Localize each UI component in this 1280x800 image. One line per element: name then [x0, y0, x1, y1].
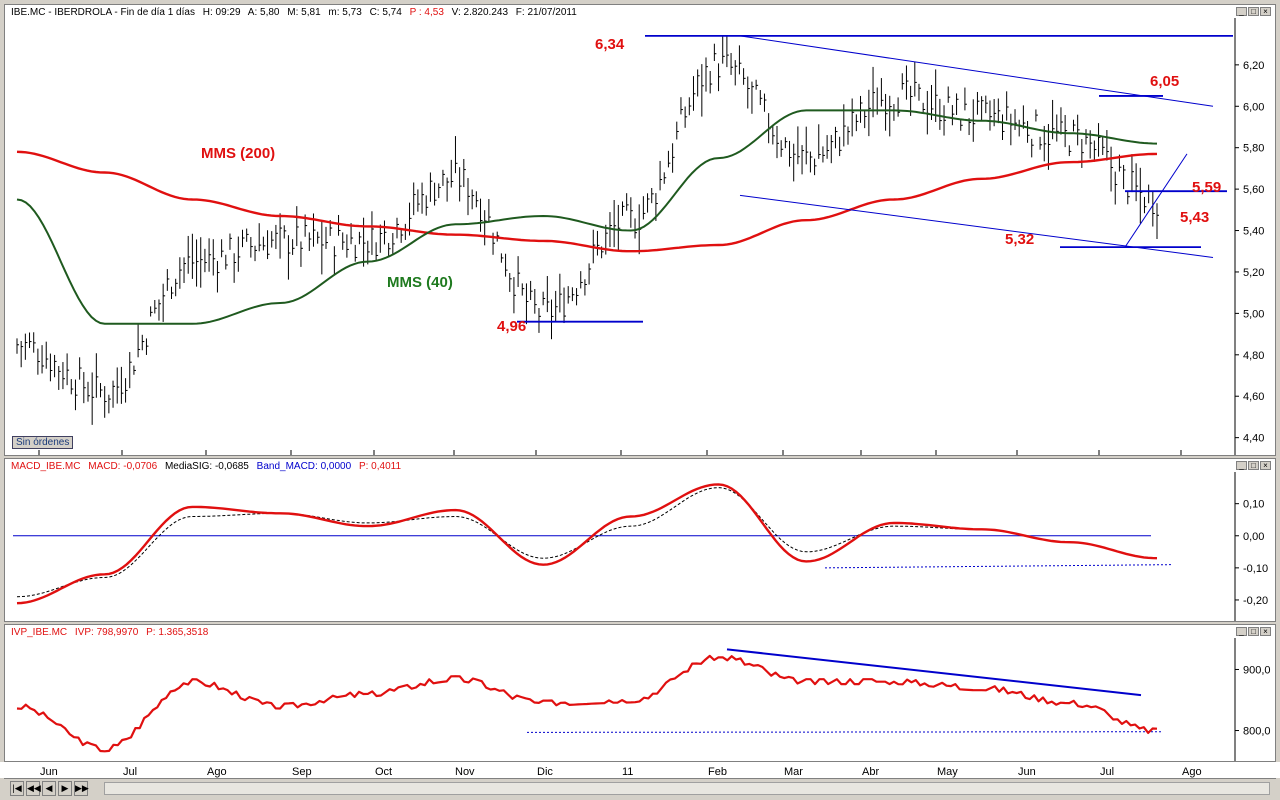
- minimize-icon[interactable]: _: [1236, 7, 1247, 16]
- navigation-bar: |◀ ◀◀ ◀ ▶ ▶▶: [4, 778, 1276, 799]
- max-label: M: 5,81: [287, 7, 321, 18]
- macd-name-label: MACD_IBE.MC: [11, 461, 81, 472]
- channel-lower-line: [739, 194, 1214, 258]
- y-tick-label: 5,80: [1243, 143, 1264, 155]
- y-tick-label: 6,00: [1243, 101, 1264, 113]
- macd-panel-controls: _ □ ×: [1236, 461, 1271, 470]
- band-value-label: Band_MACD: 0,0000: [256, 461, 352, 472]
- first-icon[interactable]: |◀: [10, 781, 24, 796]
- x-tick-label: Feb: [708, 766, 727, 778]
- y-tick-label: 6,20: [1243, 60, 1264, 72]
- y-tick-label: 800,0: [1243, 726, 1271, 738]
- close-label: C: 5,74: [369, 7, 402, 18]
- x-tick-label: Abr: [862, 766, 879, 778]
- x-tick-label: Jun: [40, 766, 58, 778]
- x-tick-label: Oct: [375, 766, 392, 778]
- y-tick-label: 900,0: [1243, 664, 1271, 676]
- mms200-line: [16, 150, 1158, 253]
- price-panel-controls: _ □ ×: [1236, 7, 1271, 16]
- x-tick-label: Ago: [1182, 766, 1202, 778]
- price-panel[interactable]: IBE.MC - IBERDROLA - Fin de día 1 días H…: [4, 4, 1276, 456]
- x-tick-label: Dic: [537, 766, 553, 778]
- ivp-downtrend-line: [726, 648, 1142, 697]
- label-543: 5,43: [1180, 209, 1209, 226]
- time-label: H: 09:29: [202, 7, 241, 18]
- y-tick-label: 4,40: [1243, 433, 1264, 445]
- maximize-icon[interactable]: □: [1248, 627, 1259, 636]
- x-tick-label: 11: [622, 766, 633, 778]
- x-tick-label: Jun: [1018, 766, 1036, 778]
- ivp-panel-title: IVP_IBE.MC IVP: 798,9970 P: 1.365,3518: [11, 627, 213, 638]
- channel-upper-line: [739, 35, 1214, 107]
- macd-chart: 0,10 0,00 -0,10 -0,20: [13, 472, 1268, 621]
- maximize-icon[interactable]: □: [1248, 461, 1259, 470]
- x-tick-label: Jul: [123, 766, 137, 778]
- price-chart: 6,20 6,00 5,80 5,60 5,40 5,20 5,00 4,80 4,60 4,40…: [16, 18, 1264, 455]
- x-tick-label: Nov: [455, 766, 475, 778]
- ivp-chart: 900,0 800,0: [16, 638, 1271, 761]
- ivp-percent-label: P: 1.365,3518: [146, 627, 209, 638]
- x-tick-label: Sep: [292, 766, 312, 778]
- macd-support-line: [824, 564, 1172, 569]
- y-tick-label: 5,00: [1243, 308, 1264, 320]
- percent-label: P : 4,53: [409, 7, 444, 18]
- minimize-icon[interactable]: _: [1236, 461, 1247, 470]
- horizontal-scrollbar[interactable]: [104, 782, 1270, 795]
- y-tick-label: 5,40: [1243, 226, 1264, 238]
- minimize-icon[interactable]: _: [1236, 627, 1247, 636]
- ivp-name-label: IVP_IBE.MC: [11, 627, 68, 638]
- macd-percent-label: P: 0,4011: [358, 461, 402, 472]
- sin-ordenes-button[interactable]: Sin órdenes: [12, 436, 74, 449]
- mms40-line: [16, 109, 1158, 325]
- ivp-value-label: IVP: 798,9970: [74, 627, 139, 638]
- ivp-panel-controls: _ □ ×: [1236, 627, 1271, 636]
- label-532: 5,32: [1005, 231, 1034, 248]
- y-tick-label: -0,10: [1243, 563, 1268, 575]
- signal-value-label: MediaSIG: -0,0685: [164, 461, 249, 472]
- y-tick-label: -0,20: [1243, 595, 1268, 607]
- price-panel-title: IBE.MC - IBERDROLA - Fin de día 1 días H…: [11, 7, 582, 18]
- macd-line: [16, 483, 1158, 605]
- close-icon[interactable]: ×: [1260, 7, 1271, 16]
- label-496: 4,96: [497, 318, 526, 335]
- y-tick-label: 4,60: [1243, 391, 1264, 403]
- x-tick-label: Mar: [784, 766, 803, 778]
- macd-panel-title: MACD_IBE.MC MACD: -0,0706 MediaSIG: -0,0…: [11, 461, 406, 472]
- macd-value-label: MACD: -0,0706: [88, 461, 158, 472]
- support-up-line: [1124, 153, 1188, 248]
- mms200-label: MMS (200): [201, 145, 275, 162]
- symbol-label: IBE.MC - IBERDROLA - Fin de día 1 días: [11, 7, 195, 18]
- y-tick-label: 5,60: [1243, 184, 1264, 196]
- date-label: F: 21/07/2011: [515, 7, 577, 18]
- y-tick-label: 0,10: [1243, 499, 1264, 511]
- ivp-support-line: [526, 731, 1162, 733]
- label-605: 6,05: [1150, 73, 1179, 90]
- y-tick-label: 4,80: [1243, 350, 1264, 362]
- mms40-label: MMS (40): [387, 274, 453, 291]
- next-page-icon[interactable]: ▶▶: [74, 781, 89, 796]
- close-icon[interactable]: ×: [1260, 461, 1271, 470]
- min-label: m: 5,73: [328, 7, 362, 18]
- x-tick-label: Ago: [207, 766, 227, 778]
- prev-icon[interactable]: ◀: [42, 781, 56, 796]
- x-axis: Jun Jul Ago Sep Oct Nov Dic 11 Feb Mar Abr May Jun Ju…: [0, 762, 1280, 778]
- y-tick-label: 5,20: [1243, 267, 1264, 279]
- prev-page-icon[interactable]: ◀◀: [26, 781, 41, 796]
- y-tick-label: 0,00: [1243, 531, 1264, 543]
- ivp-line: [16, 654, 1158, 753]
- volume-label: V: 2.820.243: [451, 7, 509, 18]
- maximize-icon[interactable]: □: [1248, 7, 1259, 16]
- label-559: 5,59: [1192, 179, 1221, 196]
- next-icon[interactable]: ▶: [58, 781, 72, 796]
- close-icon[interactable]: ×: [1260, 627, 1271, 636]
- ivp-panel[interactable]: IVP_IBE.MC IVP: 798,9970 P: 1.365,3518 _…: [4, 624, 1276, 762]
- label-634: 6,34: [595, 36, 625, 53]
- macd-panel[interactable]: MACD_IBE.MC MACD: -0,0706 MediaSIG: -0,0…: [4, 458, 1276, 622]
- x-tick-label: May: [937, 766, 958, 778]
- x-tick-label: Jul: [1100, 766, 1114, 778]
- open-label: A: 5,80: [247, 7, 280, 18]
